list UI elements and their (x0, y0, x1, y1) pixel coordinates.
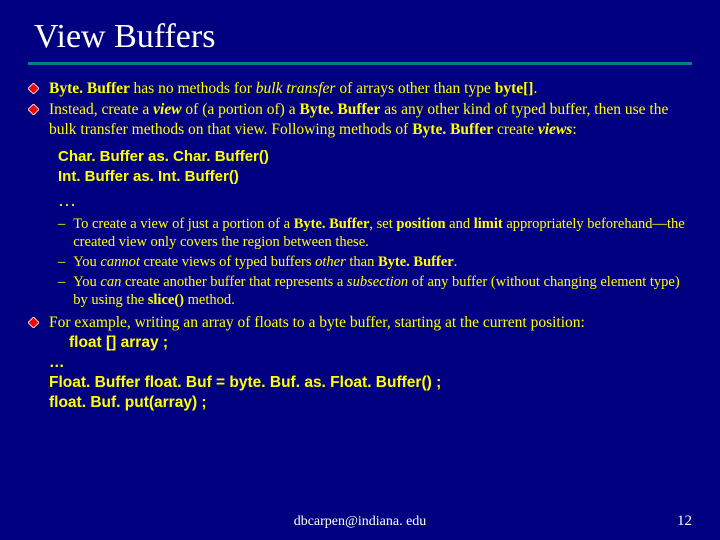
sub-bullet-3: – You can create another buffer that rep… (58, 273, 692, 309)
ellipsis: … (58, 190, 692, 211)
sub-bullet-2: – You cannot create views of typed buffe… (58, 253, 692, 271)
code-line-2: Int. Buffer as. Int. Buffer() (58, 167, 692, 187)
slide-number: 12 (677, 513, 692, 530)
example-bullet-wrap: For example, writing an array of floats … (28, 313, 692, 413)
example-code-3: Float. Buffer float. Buf = byte. Buf. as… (49, 374, 441, 391)
dash-icon: – (58, 215, 65, 233)
sub-bullet-3-text: You can create another buffer that repre… (73, 273, 692, 309)
footer-email: dbcarpen@indiana. edu (294, 514, 427, 530)
example-bullet: For example, writing an array of floats … (28, 313, 692, 413)
dash-icon: – (58, 273, 65, 291)
main-bullets: Byte. Buffer has no methods for bulk tra… (28, 79, 692, 139)
code-line-1: Char. Buffer as. Char. Buffer() (58, 147, 692, 167)
sub-bullet-2-text: You cannot create views of typed buffers… (73, 253, 692, 271)
bullet-1-text: Byte. Buffer has no methods for bulk tra… (49, 79, 692, 98)
bullet-2: Instead, create a view of (a portion of)… (28, 100, 692, 139)
diamond-icon (28, 104, 39, 115)
sub-bullets: – To create a view of just a portion of … (28, 215, 692, 310)
title-rule (28, 62, 692, 65)
example-code-4: float. Buf. put(array) ; (49, 394, 207, 411)
example-intro: For example, writing an array of floats … (49, 314, 585, 331)
dash-icon: – (58, 253, 65, 271)
sub-bullet-1-text: To create a view of just a portion of a … (73, 215, 692, 251)
bullet-2-text: Instead, create a view of (a portion of)… (49, 100, 692, 139)
diamond-icon (28, 83, 39, 94)
bullet-1: Byte. Buffer has no methods for bulk tra… (28, 79, 692, 98)
sub-bullet-1: – To create a view of just a portion of … (58, 215, 692, 251)
example-text: For example, writing an array of floats … (49, 313, 692, 413)
example-code-2: … (49, 354, 65, 371)
example-code-1: float [] array ; (69, 334, 168, 351)
code-block: Char. Buffer as. Char. Buffer() Int. Buf… (58, 147, 692, 188)
slide-title: View Buffers (34, 18, 692, 56)
diamond-icon (28, 317, 39, 328)
